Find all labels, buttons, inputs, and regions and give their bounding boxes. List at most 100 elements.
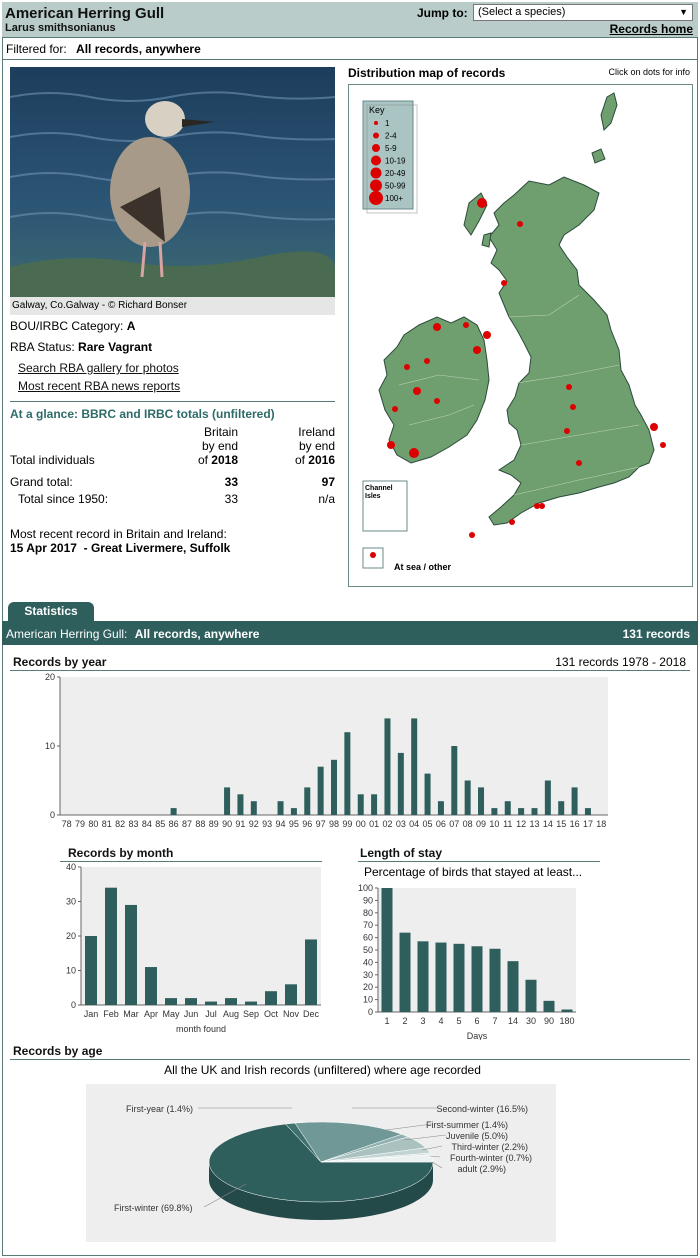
x-axis-label: Days <box>467 1031 488 1040</box>
y-tick-label: 20 <box>66 931 76 941</box>
map-record-dot[interactable] <box>433 323 441 331</box>
map-key-label: 50-99 <box>385 182 406 191</box>
x-tick-label: 06 <box>436 819 446 829</box>
records-home-link[interactable]: Records home <box>609 22 693 36</box>
bar <box>331 759 337 815</box>
bar <box>165 998 177 1005</box>
since1950-britain: 33 <box>224 492 238 506</box>
map-record-dot[interactable] <box>477 198 487 208</box>
bar <box>518 808 525 815</box>
x-tick-label: 17 <box>583 819 593 829</box>
map-record-dot[interactable] <box>469 532 475 538</box>
map-record-dot[interactable] <box>576 460 582 466</box>
chevron-down-icon: ▼ <box>679 7 688 17</box>
grand-total-britain: 33 <box>224 475 238 489</box>
stay-chart-divider <box>358 861 600 862</box>
rba-news-link[interactable]: Most recent RBA news reports <box>18 379 181 393</box>
y-tick-label: 40 <box>66 862 76 872</box>
map-key-title: Key <box>369 105 385 115</box>
map-record-dot[interactable] <box>370 552 376 558</box>
x-tick-label: 96 <box>302 819 312 829</box>
map-record-dot[interactable] <box>564 428 570 434</box>
map-record-dot[interactable] <box>473 346 481 354</box>
x-tick-label: Jun <box>184 1009 199 1019</box>
x-tick-label: 00 <box>356 819 366 829</box>
bar <box>491 808 498 815</box>
x-tick-label: Oct <box>264 1009 279 1019</box>
map-record-dot[interactable] <box>483 331 491 339</box>
bar <box>304 787 311 815</box>
y-tick-label: 0 <box>50 810 55 820</box>
distribution-map[interactable]: Key 1 2-4 5-9 10-19 20-49 50-99 100+ Channel I… <box>348 84 693 587</box>
y-tick-label: 10 <box>66 966 76 976</box>
x-tick-label: 01 <box>369 819 379 829</box>
x-tick-label: Dec <box>303 1009 320 1019</box>
map-record-dot[interactable] <box>566 384 572 390</box>
map-record-dot[interactable] <box>463 322 469 328</box>
map-note: Click on dots for info <box>608 67 690 77</box>
pie-slice-label: adult (2.9%) <box>457 1164 506 1174</box>
y-tick-label: 80 <box>363 908 373 918</box>
x-tick-label: 99 <box>342 819 352 829</box>
bar <box>250 801 257 815</box>
since1950-label: Total since 1950: <box>18 492 109 506</box>
x-tick-label: 84 <box>142 819 152 829</box>
ireland-heading-2: by end <box>298 439 335 453</box>
bar <box>285 984 297 1005</box>
map-record-dot[interactable] <box>650 423 658 431</box>
map-record-dot[interactable] <box>392 406 398 412</box>
bar <box>437 801 444 815</box>
bar <box>464 780 471 815</box>
recent-record-sep: - <box>83 541 88 555</box>
bar <box>237 794 244 815</box>
pie-slice <box>208 1123 434 1203</box>
x-tick-label: Mar <box>123 1009 139 1019</box>
bar <box>561 1009 573 1012</box>
category-row: BOU/IRBC Category: A <box>10 319 135 333</box>
x-tick-label: 180 <box>559 1016 574 1026</box>
recent-record-label: Most recent record in Britain and Irelan… <box>10 527 227 541</box>
x-tick-label: 81 <box>102 819 112 829</box>
y-tick-label: 40 <box>363 957 373 967</box>
filter-label: Filtered for: <box>6 42 67 56</box>
tab-statistics[interactable]: Statistics <box>8 602 94 621</box>
x-tick-label: 07 <box>449 819 459 829</box>
map-record-dot[interactable] <box>409 448 419 458</box>
year-chart-subtitle: 131 records 1978 - 2018 <box>555 655 686 669</box>
species-photo[interactable] <box>10 67 335 297</box>
map-record-dot[interactable] <box>517 221 523 227</box>
map-record-dot[interactable] <box>534 503 540 509</box>
map-record-dot[interactable] <box>404 364 410 370</box>
x-tick-label: 88 <box>195 819 205 829</box>
map-record-dot[interactable] <box>539 503 545 509</box>
x-tick-label: 1 <box>384 1016 389 1026</box>
x-tick-label: Nov <box>283 1009 300 1019</box>
species-select[interactable]: (Select a species) ▼ <box>473 4 693 21</box>
map-record-dot[interactable] <box>387 441 395 449</box>
x-tick-label: 85 <box>155 819 165 829</box>
map-key-label: 5-9 <box>385 144 397 153</box>
bar <box>489 948 501 1012</box>
map-title: Distribution map of records <box>348 66 506 80</box>
x-tick-label: 12 <box>516 819 526 829</box>
grand-total-label: Grand total: <box>10 475 73 489</box>
map-record-dot[interactable] <box>424 358 430 364</box>
rba-gallery-link[interactable]: Search RBA gallery for photos <box>18 361 179 375</box>
x-tick-label: 7 <box>492 1016 497 1026</box>
y-tick-label: 50 <box>363 945 373 955</box>
map-record-dot[interactable] <box>660 442 666 448</box>
map-record-dot[interactable] <box>413 387 421 395</box>
map-key-dot <box>369 191 383 205</box>
map-record-dot[interactable] <box>434 398 440 404</box>
x-tick-label: 15 <box>556 819 566 829</box>
bar <box>453 943 465 1012</box>
map-record-dot[interactable] <box>570 404 576 410</box>
grand-total-ireland: 97 <box>321 475 335 489</box>
map-record-dot[interactable] <box>501 280 507 286</box>
map-record-dot[interactable] <box>509 519 515 525</box>
month-chart-title: Records by month <box>68 846 174 860</box>
bar <box>145 967 157 1005</box>
recent-record-place: Great Livermere, Suffolk <box>90 541 231 555</box>
y-tick-label: 100 <box>358 883 373 893</box>
bar <box>224 787 231 815</box>
